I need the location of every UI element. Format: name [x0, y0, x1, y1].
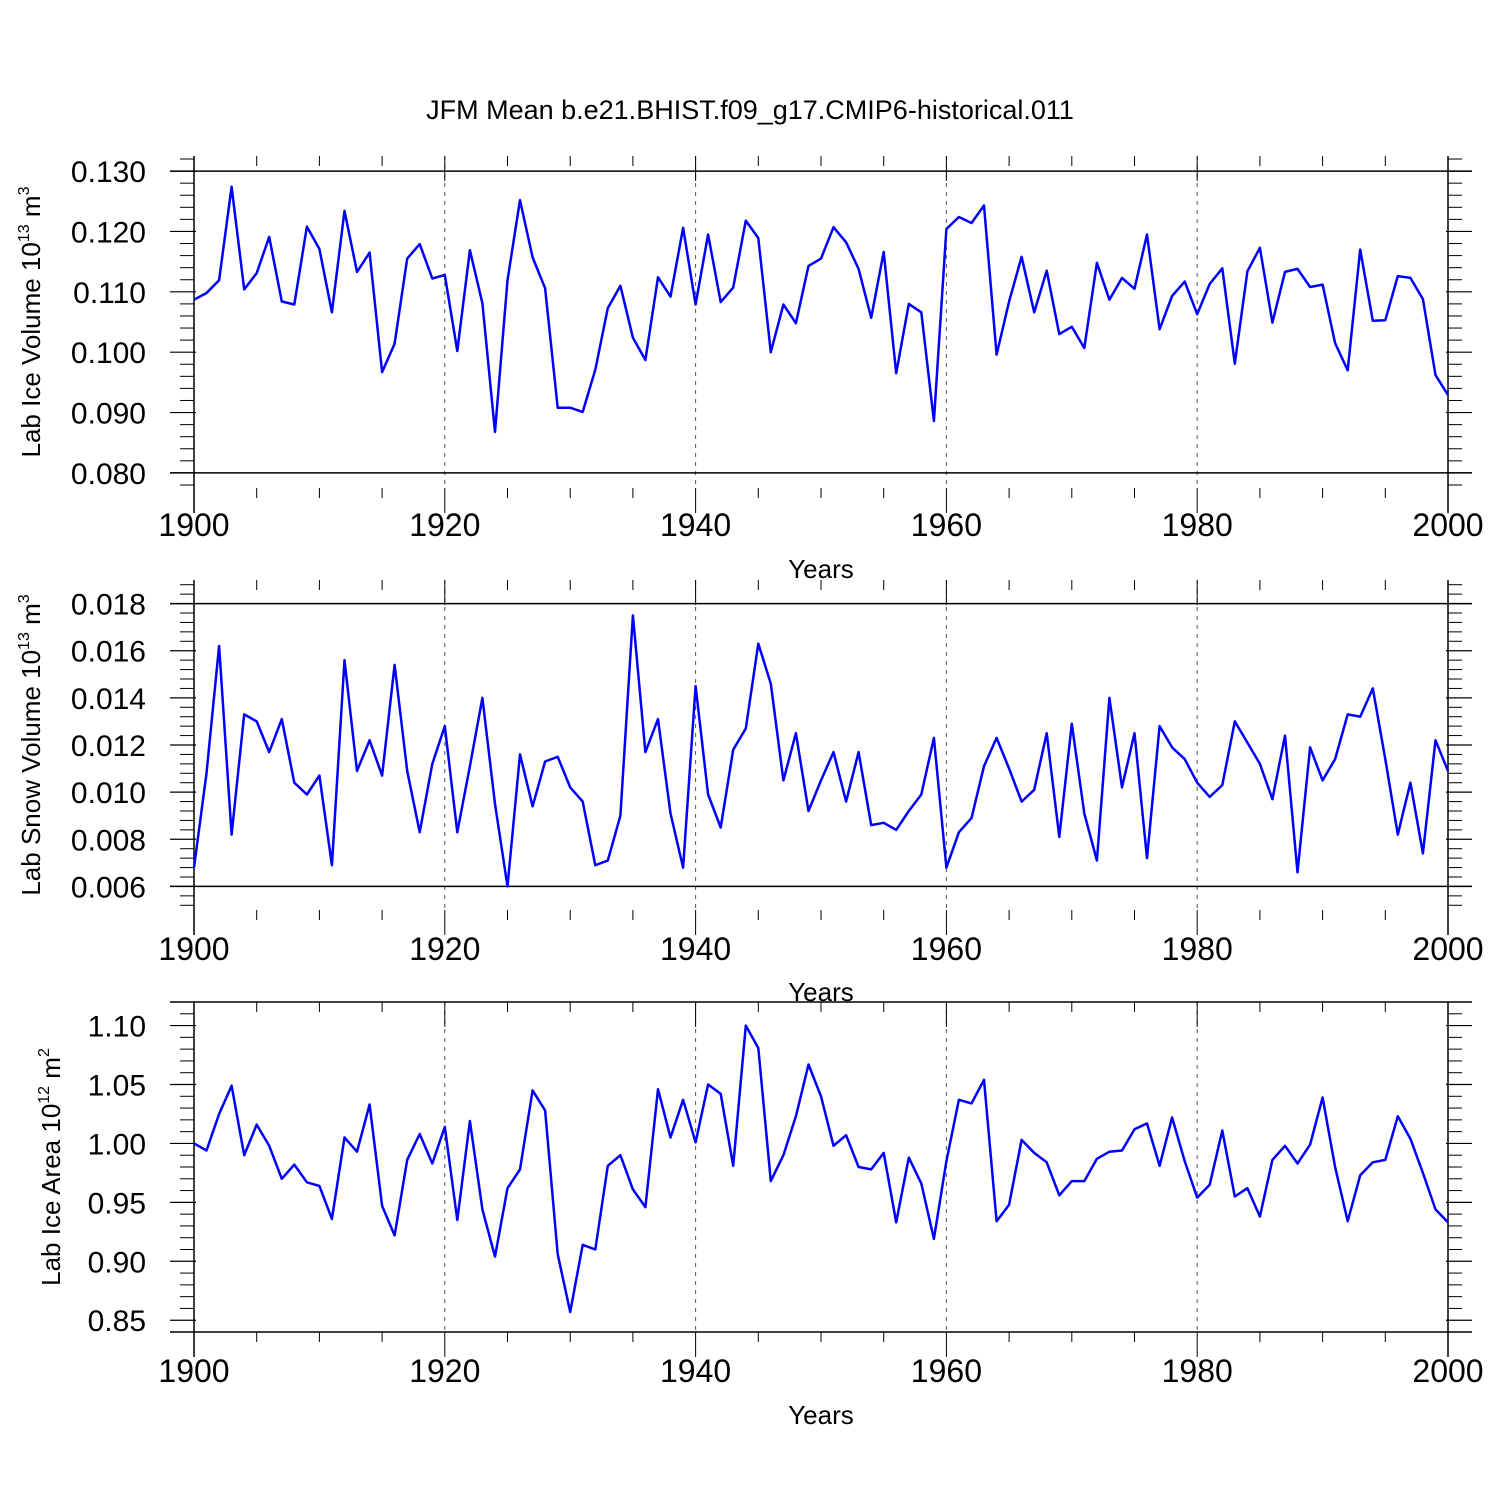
series-line — [193, 1024, 1449, 1314]
x-tick-label: 1960 — [911, 931, 982, 967]
panel-1: 1900 1920 1940 1960 1980 2000 Years 0.080 0.090 0… — [16, 156, 1484, 584]
panel-3: 1900 1920 1940 1960 1980 2000 Years 0.85 0.90 0.9… — [36, 1001, 1484, 1430]
y-tick-label: 0.008 — [71, 824, 146, 857]
x-axis-title: Years — [788, 1400, 854, 1430]
y-tick-label: 0.130 — [71, 156, 146, 189]
x-tick-label: 1980 — [1162, 1353, 1233, 1389]
x-tick-label: 1900 — [158, 507, 229, 543]
y-tick-label: 0.120 — [71, 216, 146, 249]
panels: 1900 1920 1940 1960 1980 2000 Years 0.080 0.090 0… — [16, 156, 1484, 1430]
series-line — [193, 185, 1450, 434]
x-tick-label: 1980 — [1162, 507, 1233, 543]
x-tick-label: 1900 — [158, 1353, 229, 1389]
y-tick-label: 0.90 — [88, 1246, 146, 1279]
y-tick-label: 0.85 — [88, 1305, 146, 1338]
x-tick-label: 1900 — [158, 931, 229, 967]
y-tick-label: 0.018 — [71, 589, 146, 622]
y-tick-label: 1.00 — [88, 1128, 146, 1161]
y-tick-label: 0.014 — [71, 683, 146, 716]
x-tick-label: 2000 — [1412, 931, 1483, 967]
panel-2: 1900 1920 1940 1960 1980 2000Years0.0060.0080… — [16, 580, 1484, 1007]
x-tick-label: 2000 — [1412, 1353, 1483, 1389]
x-tick-label: 1940 — [660, 507, 731, 543]
y-tick-label: 0.012 — [71, 730, 146, 763]
y-tick-label: 0.080 — [71, 458, 146, 491]
x-tick-label: 1940 — [660, 931, 731, 967]
y-tick-label: 0.95 — [88, 1187, 146, 1220]
x-tick-label: 1920 — [409, 1353, 480, 1389]
x-tick-label: 1940 — [660, 1353, 731, 1389]
x-tick-label: 1920 — [409, 507, 480, 543]
x-tick-label: 1960 — [911, 507, 982, 543]
x-tick-label: 1980 — [1162, 931, 1233, 967]
y-axis-title: Lab Ice Volume 1013 m3 — [16, 186, 46, 457]
y-axis-title: Lab Ice Area 1012 m2 — [36, 1048, 66, 1286]
series-line — [192, 614, 1450, 888]
x-tick-label: 2000 — [1412, 507, 1483, 543]
y-tick-label: 1.10 — [88, 1011, 146, 1044]
x-tick-label: 1960 — [911, 1353, 982, 1389]
y-tick-label: 0.006 — [71, 871, 146, 904]
y-tick-label: 0.090 — [71, 398, 146, 431]
y-tick-label: 0.016 — [71, 636, 146, 669]
y-tick-label: 0.100 — [71, 337, 146, 370]
y-tick-label: 1.05 — [88, 1070, 146, 1103]
x-tick-label: 1920 — [409, 931, 480, 967]
chart-title: JFM Mean b.e21.BHIST.f09_g17.CMIP6-histo… — [426, 95, 1074, 125]
x-axis-title: Years — [788, 554, 854, 584]
y-axis-title: Lab Snow Volume 1013 m3 — [16, 594, 46, 895]
y-tick-label: 0.110 — [73, 277, 146, 310]
y-tick-label: 0.010 — [71, 777, 146, 810]
